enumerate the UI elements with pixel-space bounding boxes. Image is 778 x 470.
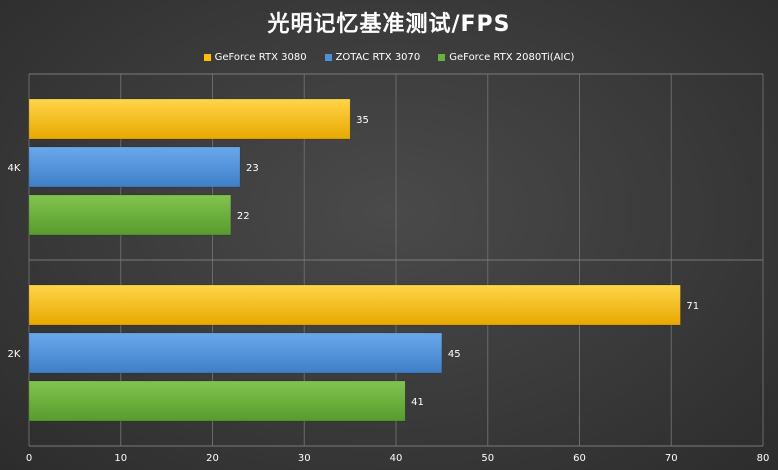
bar-value-label: 23 [246, 163, 259, 174]
x-tick-label: 80 [757, 453, 770, 464]
legend-swatch-rtx3070 [324, 54, 332, 61]
bar-2k-series-0 [28, 284, 681, 326]
y-category-label: 2K [8, 349, 21, 360]
bar-2k-series-1 [28, 332, 443, 374]
bar-4k-series-2 [28, 194, 232, 236]
legend-label-rtx3070: ZOTAC RTX 3070 [335, 52, 421, 63]
legend-item-rtx2080ti: GeForce RTX 2080Ti(AIC) [438, 52, 574, 63]
bar-4k-series-0 [28, 98, 351, 140]
legend-label-rtx2080ti: GeForce RTX 2080Ti(AIC) [449, 52, 575, 63]
legend: GeForce RTX 3080 ZOTAC RTX 3070 GeForce … [0, 52, 778, 63]
x-tick-label: 10 [114, 453, 127, 464]
legend-swatch-rtx2080ti [438, 54, 446, 61]
x-tick-label: 30 [298, 453, 311, 464]
bar-value-label: 35 [356, 115, 369, 126]
legend-item-rtx3080: GeForce RTX 3080 [203, 52, 307, 63]
bar-value-label: 41 [411, 397, 424, 408]
legend-label-rtx3080: GeForce RTX 3080 [214, 52, 307, 63]
bar-value-label: 71 [686, 301, 699, 312]
x-tick-label: 70 [665, 453, 678, 464]
bar-4k-series-1 [28, 146, 241, 188]
bar-value-label: 45 [448, 349, 461, 360]
legend-item-rtx3070: ZOTAC RTX 3070 [324, 52, 421, 63]
x-tick-label: 50 [481, 453, 494, 464]
bar-2k-series-2 [28, 380, 406, 422]
x-tick-label: 0 [26, 453, 32, 464]
y-category-label: 4K [8, 163, 21, 174]
x-tick-label: 40 [390, 453, 403, 464]
chart-title: 光明记忆基准测试/FPS [267, 12, 511, 37]
x-tick-label: 60 [573, 453, 586, 464]
legend-swatch-rtx3080 [203, 54, 211, 61]
bar-value-label: 22 [237, 211, 250, 222]
x-tick-label: 20 [206, 453, 219, 464]
